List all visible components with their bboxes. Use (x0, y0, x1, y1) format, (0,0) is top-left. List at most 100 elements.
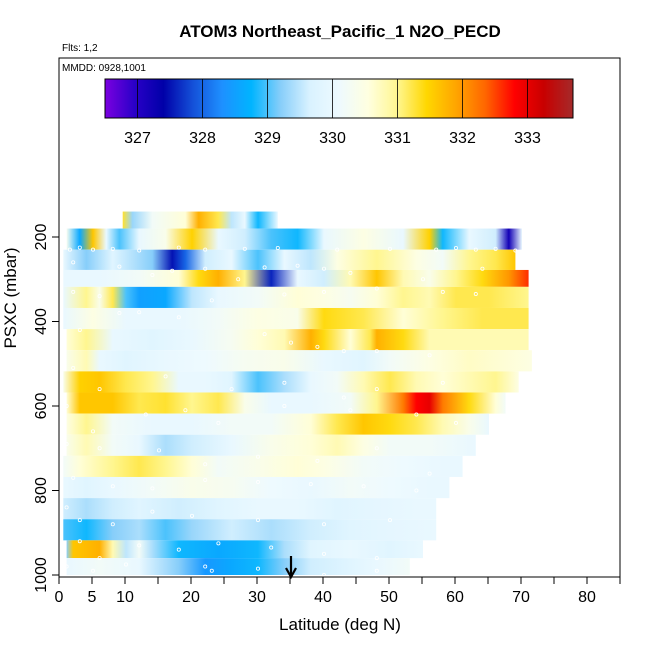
heatmap-row-668 (66, 413, 489, 435)
heatmap-row-868 (63, 498, 437, 520)
data-point (71, 260, 76, 265)
x-axis-label: Latitude (deg N) (279, 615, 401, 634)
data-point (71, 289, 76, 294)
data-point (288, 340, 293, 345)
data-point (361, 484, 366, 489)
data-point (137, 310, 142, 315)
data-point (315, 458, 320, 463)
data-point (275, 245, 280, 250)
data-point (176, 315, 181, 320)
data-point (255, 518, 260, 523)
data-point (97, 446, 102, 451)
colorbar-tick-label-331: 331 (384, 130, 411, 147)
heatmap-row-180 (122, 211, 278, 229)
data-point (493, 246, 498, 251)
data-point (341, 349, 346, 354)
data-point (91, 247, 96, 252)
data-point (335, 247, 340, 252)
data-point (156, 448, 161, 453)
marker-head (285, 567, 297, 580)
colorbar-tick-label-332: 332 (449, 130, 476, 147)
data-point (282, 380, 287, 385)
data-point (176, 547, 181, 552)
data-point (150, 273, 155, 278)
data-point (513, 248, 518, 253)
heatmap-row-230 (66, 228, 522, 250)
data-point (170, 268, 175, 273)
data-point (414, 488, 419, 493)
data-point (137, 248, 142, 253)
data-point (282, 292, 287, 297)
data-point (91, 429, 96, 434)
data-point (150, 486, 155, 491)
data-point (150, 509, 155, 514)
colorbar-tick-label-330: 330 (319, 130, 346, 147)
data-point (374, 556, 379, 561)
y-tick-label-1000: 1000 (33, 557, 50, 593)
data-point (110, 484, 115, 489)
data-point (374, 568, 379, 573)
x-tick-label-50: 50 (380, 589, 398, 606)
data-point (282, 403, 287, 408)
heatmap-row-568 (63, 371, 519, 393)
data-point (77, 539, 82, 544)
x-tick-label-40: 40 (314, 589, 332, 606)
heatmap-row-1000 (66, 558, 410, 575)
data-point (77, 327, 82, 332)
x-tick-label-60: 60 (446, 589, 464, 606)
plot-frame (58, 57, 621, 578)
data-point (97, 556, 102, 561)
data-point (420, 277, 425, 282)
y-tick-label-200: 200 (33, 224, 50, 251)
data-point (143, 412, 148, 417)
data-point (124, 562, 129, 567)
data-point (262, 265, 267, 270)
x-tick-label-20: 20 (182, 589, 200, 606)
heatmap-row-418 (63, 307, 529, 330)
data-point (91, 568, 96, 573)
data-point (64, 505, 69, 510)
data-point (480, 266, 485, 271)
data-point (110, 246, 115, 251)
data-point (64, 564, 69, 569)
data-points (64, 245, 518, 578)
data-point (321, 289, 326, 294)
data-point (110, 522, 115, 527)
data-point (387, 246, 392, 251)
data-point (216, 541, 221, 546)
data-point (473, 292, 478, 297)
y-tick-label-600: 600 (33, 393, 50, 420)
data-point (348, 408, 353, 413)
data-point (321, 551, 326, 556)
data-point (71, 365, 76, 370)
data-point (203, 247, 208, 252)
heatmap-row-818 (63, 476, 450, 499)
data-point (473, 247, 478, 252)
data-point (374, 286, 379, 291)
heatmap-row-368 (63, 286, 529, 308)
heatmap-row-318 (63, 269, 529, 287)
data-point (203, 477, 208, 482)
x-axis: 0 5 10 20 30 40 50 60 70 80 (55, 577, 621, 606)
colorbar-gradient (104, 78, 574, 119)
data-point (255, 566, 260, 571)
colorbar-tick-label-333: 333 (514, 130, 541, 147)
heatmap-row-518 (66, 350, 532, 372)
data-point (64, 403, 69, 408)
data-point (427, 353, 432, 358)
flights-label: Flts: 1,2 (62, 43, 98, 54)
data-point (209, 568, 214, 573)
date-label: MMDD: 0928,1001 (62, 63, 146, 74)
heatmap-row-718 (66, 434, 476, 456)
data-point (64, 442, 69, 447)
data-point (77, 245, 82, 250)
x-tick-label-10: 10 (116, 589, 134, 606)
data-point (414, 412, 419, 417)
data-point (341, 395, 346, 400)
y-axis-label: PSXC (mbar) (1, 247, 20, 348)
data-point (321, 522, 326, 527)
x-tick-label-0: 0 (55, 589, 64, 606)
data-point (453, 420, 458, 425)
data-point (137, 543, 142, 548)
